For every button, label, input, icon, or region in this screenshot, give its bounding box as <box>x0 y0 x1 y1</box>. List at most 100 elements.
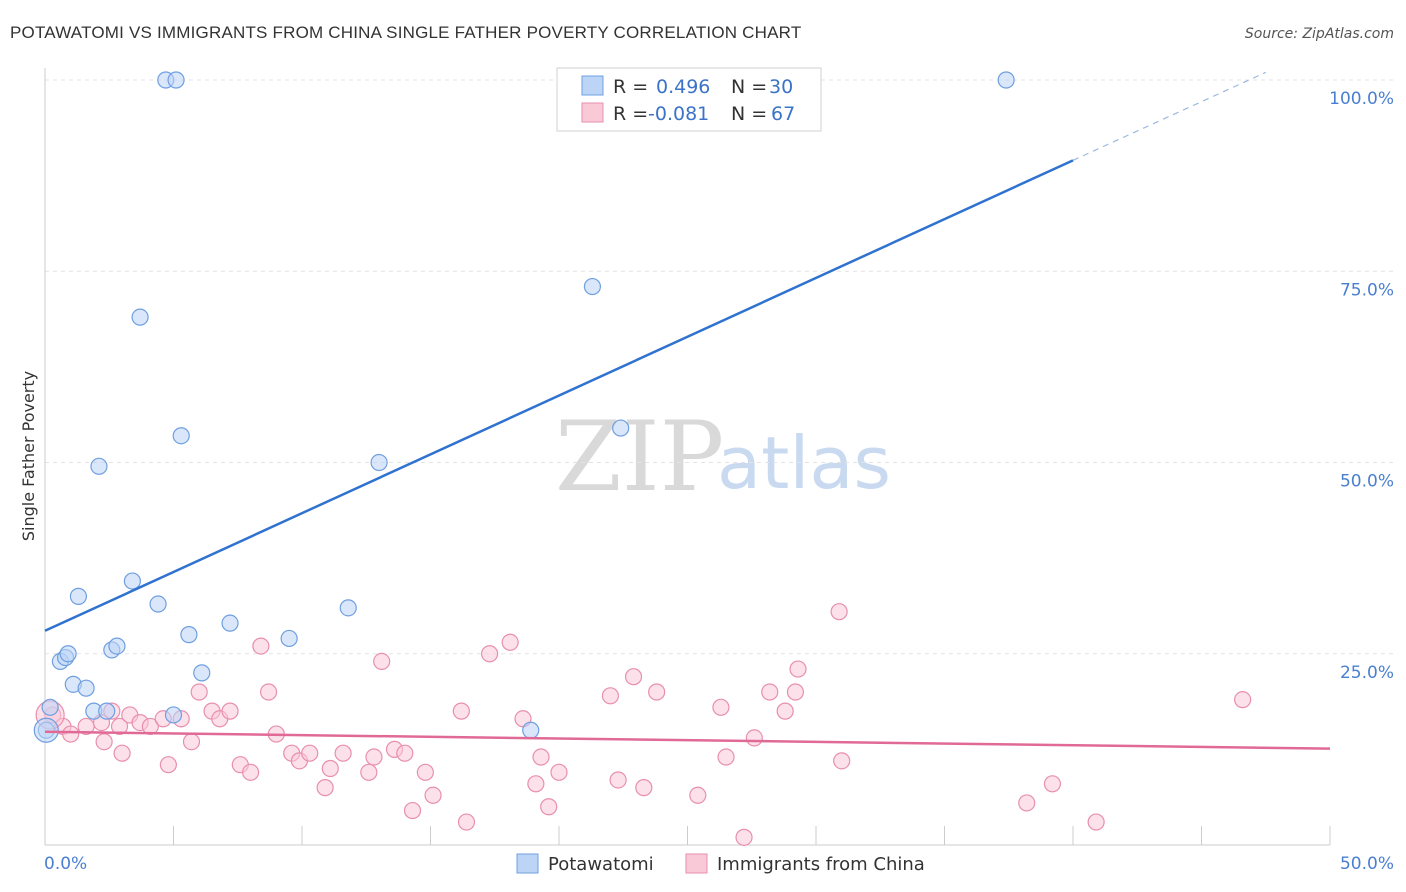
potawatomi-point-8 <box>90 457 108 475</box>
chart-source: Source: ZipAtlas.com <box>1245 26 1394 42</box>
legend-n-value-china: 67 <box>771 103 795 125</box>
potawatomi-point-26 <box>583 277 602 296</box>
y-tick-labels: 25.0% 50.0% 75.0% 100.0% <box>1329 89 1394 683</box>
china-point-53 <box>689 786 707 804</box>
china-point-48 <box>601 687 620 705</box>
legend-n-label-1: N = <box>731 76 767 98</box>
trend-potawatomi-extension <box>1072 71 1266 161</box>
gridlines <box>45 79 1394 655</box>
china-point-51 <box>635 779 653 797</box>
potawatomi-point-11 <box>108 637 126 655</box>
legend-r-value-china: -0.081 <box>648 103 709 125</box>
potawatomi-point-5 <box>69 587 88 605</box>
china-point-52 <box>648 683 666 701</box>
china-point-15 <box>182 733 201 751</box>
bottom-legend-china: Immigrants from China <box>717 854 925 875</box>
watermark: ZIP atlas <box>555 401 891 513</box>
china-point-64 <box>1018 794 1036 812</box>
china-point-67 <box>1234 691 1252 709</box>
china-point-29 <box>321 759 339 778</box>
potawatomi-point-20 <box>193 664 211 682</box>
china-point-58 <box>761 683 779 701</box>
x-tick-marks <box>44 826 1331 845</box>
legend-n-value-potawatomi: 30 <box>769 76 793 98</box>
legend-r-value-potawatomi: 0.496 <box>656 76 710 98</box>
china-point-19 <box>221 702 239 720</box>
potawatomi-point-18 <box>172 427 190 445</box>
china-point-32 <box>365 748 383 766</box>
china-point-36 <box>403 801 422 820</box>
china-point-38 <box>424 786 442 804</box>
y-tick-label-75: 75.0% <box>1340 280 1394 300</box>
china-point-63 <box>833 752 851 770</box>
china-point-2 <box>62 725 80 743</box>
potawatomi-point-22 <box>280 629 298 648</box>
china-point-41 <box>481 645 499 663</box>
x-tick-min: 0.0% <box>44 854 87 874</box>
legend-swatch-potawatomi <box>581 75 604 96</box>
legend-n-label-2: N = <box>731 103 767 125</box>
china-point-46 <box>540 798 558 816</box>
series-potawatomi <box>33 71 1015 743</box>
bottom-legend-swatch-potawatomi <box>516 853 539 874</box>
china-point-50 <box>624 668 643 686</box>
china-point-33 <box>373 652 391 671</box>
china-point-42 <box>501 633 519 651</box>
correlation-legend: R = 0.496 N = 30 R = -0.081 N = 67 <box>556 67 822 132</box>
china-point-21 <box>242 763 260 781</box>
china-point-55 <box>717 748 735 766</box>
china-point-11 <box>141 717 159 736</box>
bottom-legend-potawatomi: Potawatomi <box>548 854 654 875</box>
china-point-39 <box>452 702 470 720</box>
china-point-45 <box>532 748 550 766</box>
potawatomi-point-3 <box>59 645 77 663</box>
china-point-27 <box>301 744 319 762</box>
china-point-44 <box>527 775 545 793</box>
china-point-65 <box>1043 775 1062 793</box>
potawatomi-point-0 <box>41 698 59 716</box>
china-point-61 <box>789 660 807 678</box>
china-point-31 <box>360 763 378 781</box>
potawatomi-point-28 <box>997 71 1015 89</box>
y-axis-label: Single Father Poverty <box>19 371 38 541</box>
potawatomi-point-24 <box>370 453 388 472</box>
potawatomi-point-25 <box>522 721 540 739</box>
china-point-7 <box>110 717 129 736</box>
china-point-37 <box>416 763 434 781</box>
y-tick-label-25: 25.0% <box>1340 663 1394 683</box>
china-point-49 <box>609 771 627 789</box>
potawatomi-point-9 <box>98 702 116 720</box>
potawatomi-point-12 <box>123 572 141 590</box>
bottom-legend-swatch-china <box>685 853 708 874</box>
watermark-zip: ZIP <box>555 401 724 513</box>
potawatomi-point-27 <box>612 419 630 437</box>
potawatomi-point-19 <box>180 626 198 644</box>
china-point-22 <box>252 637 270 655</box>
china-point-62 <box>830 603 848 621</box>
potawatomi-point-6 <box>77 679 95 697</box>
china-point-57 <box>745 729 763 747</box>
potawatomi-point-16 <box>164 706 183 724</box>
china-point-35 <box>396 744 414 762</box>
potawatomi-point-21 <box>221 614 239 632</box>
china-point-28 <box>316 779 334 797</box>
legend-r-label-1: R = <box>613 76 648 98</box>
trend-lines <box>44 71 1331 750</box>
china-point-56 <box>735 828 753 846</box>
series-legend: Potawatomi Immigrants from China <box>516 853 925 875</box>
potawatomi-point-14 <box>149 595 167 613</box>
china-point-30 <box>334 744 352 762</box>
china-point-13 <box>159 756 177 774</box>
china-point-59 <box>776 702 794 720</box>
china-point-40 <box>457 813 476 831</box>
china-point-54 <box>712 698 730 716</box>
potawatomi-point-cluster <box>33 717 59 743</box>
china-point-16 <box>190 683 208 701</box>
chart-title: POTAWATOMI VS IMMIGRANTS FROM CHINA SING… <box>10 23 801 42</box>
china-point-60 <box>786 683 805 701</box>
potawatomi-point-23 <box>339 599 357 617</box>
y-tick-label-100: 100.0% <box>1329 89 1394 109</box>
trend-potawatomi <box>44 159 1074 632</box>
china-point-5 <box>95 733 113 751</box>
